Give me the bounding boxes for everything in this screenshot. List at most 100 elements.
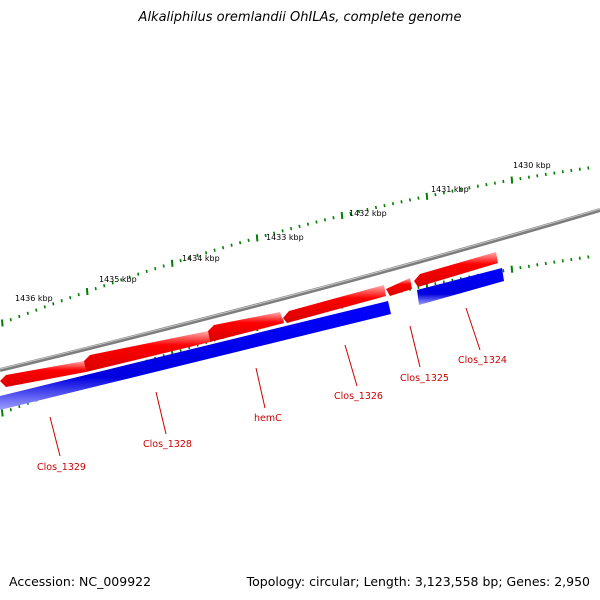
outer-tick-45: [383, 203, 386, 208]
outer-tick-3: [26, 311, 29, 315]
outer-tick-47: [400, 200, 403, 204]
outer-tick-24: [205, 251, 208, 255]
outer-tick-20: [170, 259, 174, 267]
outer-tick-64: [544, 172, 547, 177]
gene-clos-1324[interactable]: [414, 252, 498, 287]
gene-label-hemc[interactable]: hemC: [254, 413, 282, 424]
forward-genes: [0, 252, 498, 387]
leader-hemc: [255, 367, 266, 409]
inner-tick-68: [578, 256, 581, 260]
gene-label-clos-1325[interactable]: Clos_1325: [400, 373, 449, 384]
gene-clos-1325[interactable]: [386, 278, 412, 296]
inner-tick-69: [587, 255, 590, 259]
outer-tick-58: [493, 181, 496, 185]
gene-clos-1329[interactable]: [0, 361, 86, 387]
leader-clos-1324: [465, 307, 481, 351]
outer-tick-56: [476, 184, 479, 188]
gene-label-clos-1326[interactable]: Clos_1326: [334, 391, 383, 402]
gene-clos-1324-reverse[interactable]: [417, 268, 504, 305]
gene-label-clos-1329[interactable]: Clos_1329: [37, 462, 86, 473]
outer-tick-31: [264, 233, 267, 238]
gene-label-clos-1328[interactable]: Clos_1328: [143, 439, 192, 450]
outer-tick-0: [1, 319, 4, 327]
inner-tick-21: [179, 348, 182, 352]
outer-tick-1: [9, 318, 12, 322]
outer-tick-37: [315, 220, 318, 224]
outer-tick-55: [468, 186, 471, 190]
accession-text: Accession: NC_009922: [9, 574, 152, 589]
outer-tick-42: [357, 209, 361, 214]
inner-tick-59: [502, 269, 505, 273]
outer-tick-34: [290, 226, 293, 231]
inner-tick-61: [519, 266, 522, 270]
outer-tick-11: [94, 286, 97, 291]
outer-tick-4: [35, 308, 38, 312]
outer-tick-15: [128, 275, 131, 279]
leader-clos-1325: [409, 325, 421, 368]
inner-tick-0: [1, 409, 4, 417]
inner-tick-51: [434, 282, 437, 286]
outer-tick-53: [451, 189, 454, 193]
outer-tick-33: [281, 229, 284, 233]
outer-tick-12: [103, 284, 106, 288]
inner-tick-62: [527, 264, 530, 268]
outer-tick-5: [43, 305, 46, 309]
outer-tick-6: [52, 302, 55, 306]
outer-scale-ticks: [1, 166, 590, 327]
outer-tick-60: [510, 176, 514, 184]
scale-label-1432: 1432 kbp: [349, 209, 387, 218]
outer-tick-18: [154, 267, 157, 271]
outer-tick-22: [188, 256, 191, 260]
gene-label-clos-1324[interactable]: Clos_1324: [458, 355, 507, 366]
gene-clos-1329-1326-reverse-block[interactable]: [0, 301, 391, 410]
outer-tick-43: [366, 207, 369, 212]
inner-tick-63: [536, 263, 539, 267]
inner-tick-2: [18, 404, 21, 409]
outer-tick-57: [485, 182, 488, 187]
reverse-genes: [0, 268, 504, 410]
outer-tick-21: [179, 258, 182, 263]
inner-tick-66: [561, 259, 564, 263]
inner-tick-60: [510, 265, 514, 273]
outer-tick-39: [332, 216, 335, 220]
outer-tick-41: [349, 211, 352, 216]
outer-tick-68: [578, 167, 581, 171]
gene-clos-1328[interactable]: [84, 331, 210, 372]
outer-tick-51: [434, 192, 437, 197]
label-leaders: [49, 307, 481, 457]
scale-labels: 1430 kbp 1431 kbp 1432 kbp 1433 kbp 1434…: [15, 161, 551, 303]
outer-tick-59: [502, 179, 505, 184]
backbone-ring: [0, 208, 600, 372]
outer-tick-46: [391, 202, 395, 206]
scale-label-1430: 1430 kbp: [513, 161, 551, 170]
outer-tick-67: [570, 168, 573, 173]
outer-tick-48: [408, 198, 412, 202]
inner-tick-64: [544, 261, 547, 266]
outer-tick-49: [417, 196, 420, 200]
map-title: Alkaliphilus oremlandii OhILAs, complete…: [138, 10, 462, 25]
outer-tick-10: [85, 288, 89, 296]
outer-tick-19: [162, 264, 165, 268]
outer-tick-14: [120, 278, 123, 282]
inner-tick-1: [9, 408, 12, 412]
genome-summary-text: Topology: circular; Length: 3,123,558 bp…: [246, 574, 590, 589]
outer-tick-62: [527, 175, 530, 179]
outer-tick-66: [561, 170, 564, 174]
outer-tick-54: [459, 187, 462, 192]
outer-tick-23: [196, 253, 199, 257]
outer-tick-30: [255, 234, 259, 242]
outer-tick-27: [230, 243, 233, 247]
outer-tick-9: [77, 292, 80, 297]
leader-clos-1328: [155, 391, 167, 435]
gene-clos-1326[interactable]: [283, 285, 386, 323]
outer-tick-44: [374, 205, 378, 210]
outer-tick-7: [60, 299, 63, 303]
gene-hemc[interactable]: [208, 312, 284, 342]
outer-tick-63: [536, 174, 539, 178]
gene-labels: Clos_1324 Clos_1325 Clos_1326 hemC Clos_…: [37, 355, 507, 473]
outer-tick-28: [239, 241, 242, 245]
outer-tick-52: [442, 191, 445, 195]
scale-label-1431: 1431 kbp: [431, 185, 469, 194]
outer-tick-25: [213, 248, 216, 252]
